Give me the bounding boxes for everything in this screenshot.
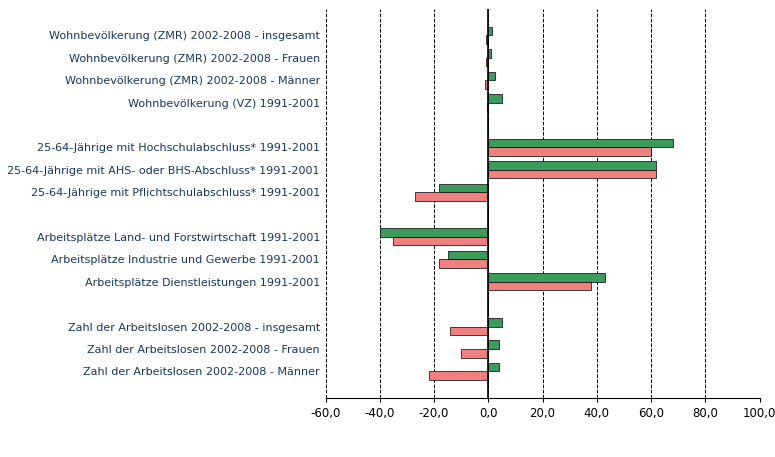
- Bar: [439, 184, 488, 192]
- Bar: [450, 327, 488, 335]
- Bar: [487, 102, 488, 111]
- Bar: [415, 192, 488, 201]
- Bar: [488, 363, 499, 372]
- Bar: [439, 260, 488, 268]
- Bar: [488, 340, 499, 349]
- Bar: [486, 58, 488, 66]
- Bar: [485, 35, 488, 44]
- Bar: [488, 72, 495, 80]
- Bar: [488, 282, 591, 290]
- Bar: [488, 139, 673, 147]
- Bar: [461, 349, 488, 357]
- Bar: [448, 251, 488, 260]
- Bar: [488, 161, 656, 170]
- Bar: [488, 318, 502, 327]
- Bar: [488, 273, 605, 282]
- Bar: [488, 94, 502, 102]
- Bar: [488, 49, 491, 58]
- Bar: [488, 170, 656, 178]
- Bar: [488, 27, 492, 35]
- Bar: [429, 372, 488, 380]
- Bar: [393, 237, 488, 245]
- Bar: [488, 147, 651, 156]
- Bar: [485, 80, 488, 89]
- Bar: [380, 228, 488, 237]
